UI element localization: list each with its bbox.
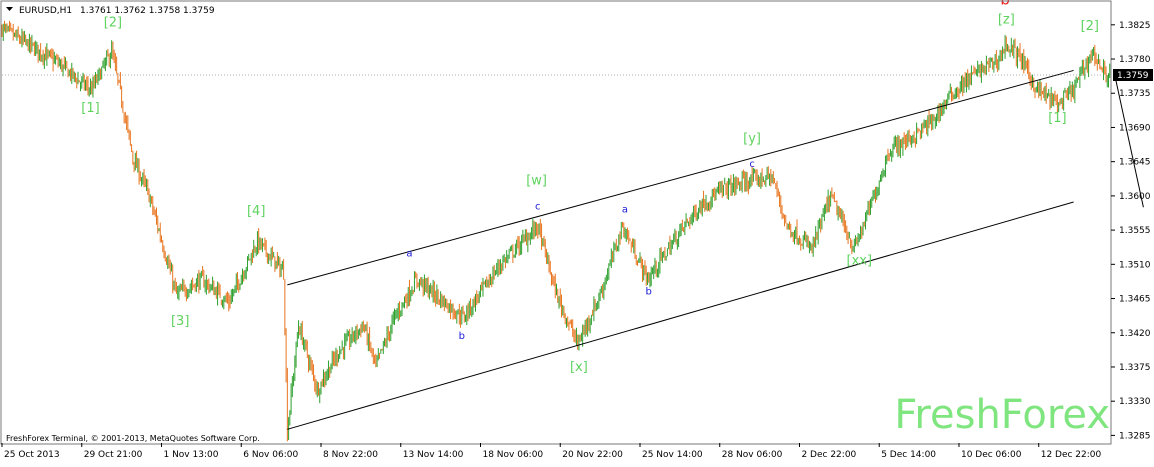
price-axis: 1.3825 1.3780 1.3735 1.3690 1.3645 1.3600 1.35…: [1111, 21, 1151, 441]
watermark-text: FreshForex: [894, 392, 1110, 438]
wave-label: [z]: [998, 12, 1015, 27]
x-tick-label: 13 Nov 14:00: [403, 450, 464, 460]
symbol-timeframe: EURUSD,H1: [19, 6, 72, 16]
trend-lines-layer: [287, 69, 1144, 430]
wave-label: a: [622, 205, 628, 216]
candles-layer: [1, 20, 1111, 442]
ohlc-values: 1.3761 1.3762 1.3758 1.3759: [80, 6, 215, 16]
wave-label: [1]: [81, 101, 99, 116]
projection-line[interactable]: [1114, 74, 1144, 208]
wave-label: [y]: [743, 132, 761, 147]
wave-label: b: [459, 331, 465, 342]
plot-frame: [0, 0, 1112, 445]
y-tick-label: 1.3330: [1119, 397, 1151, 407]
wave-label: [1]: [1048, 111, 1066, 126]
x-tick-label: 8 Nov 22:00: [323, 450, 378, 460]
x-tick-label: 6 Nov 06:00: [243, 450, 298, 460]
wave-label: b: [1000, 0, 1010, 8]
wave-label: [x]: [570, 360, 588, 375]
wave-label: a: [406, 249, 412, 260]
wave-label: c: [749, 159, 755, 170]
y-tick-label: 1.3825: [1119, 21, 1151, 31]
y-tick-label: 1.3690: [1119, 123, 1151, 133]
time-axis: 25 Oct 2013 29 Oct 21:00 1 Nov 13:00 6 Nov …: [1, 443, 1102, 460]
y-tick-label: 1.3555: [1119, 226, 1151, 236]
current-price-box: 1.3759: [1113, 69, 1153, 81]
current-price-label: 1.3759: [1117, 71, 1149, 81]
y-tick-label: 1.3645: [1119, 158, 1151, 168]
x-tick-label: 10 Dec 06:00: [961, 450, 1022, 460]
x-tick-label: 20 Nov 22:00: [562, 450, 623, 460]
y-tick-label: 1.3420: [1119, 329, 1151, 339]
x-tick-label: 12 Dec 22:00: [1041, 450, 1102, 460]
x-tick-label: 5 Dec 14:00: [881, 450, 936, 460]
x-tick-label: 18 Nov 06:00: [482, 450, 543, 460]
copyright-text: FreshForex Terminal, © 2001-2013, MetaQu…: [6, 434, 260, 443]
x-tick-label: 2 Dec 22:00: [801, 450, 856, 460]
wave-labels-layer: [1] [2] [3] [4] [w] [x] [y] [xx] [z] [2] [1] b a b c a b…: [81, 0, 1099, 375]
x-tick-label: 25 Nov 14:00: [642, 450, 703, 460]
x-tick-label: 29 Oct 21:00: [84, 450, 143, 460]
wave-label: [xx]: [847, 253, 873, 268]
y-tick-label: 1.3375: [1119, 363, 1151, 373]
wave-label: [4]: [247, 204, 265, 219]
wave-label: [3]: [171, 314, 189, 329]
y-tick-label: 1.3285: [1119, 431, 1151, 441]
y-tick-label: 1.3600: [1119, 192, 1151, 202]
wave-label: c: [535, 202, 541, 213]
x-tick-label: 1 Nov 13:00: [163, 450, 218, 460]
wave-label: [2]: [1081, 19, 1099, 34]
channel-line[interactable]: [287, 69, 1074, 286]
x-tick-label: 25 Oct 2013: [4, 450, 60, 460]
wave-label: b: [646, 287, 652, 298]
y-tick-label: 1.3465: [1119, 295, 1151, 305]
x-tick-label: 28 Nov 06:00: [722, 450, 783, 460]
chart-menu-triangle-icon[interactable]: [6, 7, 13, 11]
current-price-background: [1113, 69, 1153, 81]
channel-line[interactable]: [287, 201, 1074, 430]
wave-label: [2]: [104, 15, 122, 30]
y-tick-label: 1.3780: [1119, 55, 1151, 65]
y-tick-label: 1.3735: [1119, 89, 1151, 99]
y-tick-label: 1.3510: [1119, 260, 1151, 270]
wave-label: [w]: [526, 174, 547, 189]
